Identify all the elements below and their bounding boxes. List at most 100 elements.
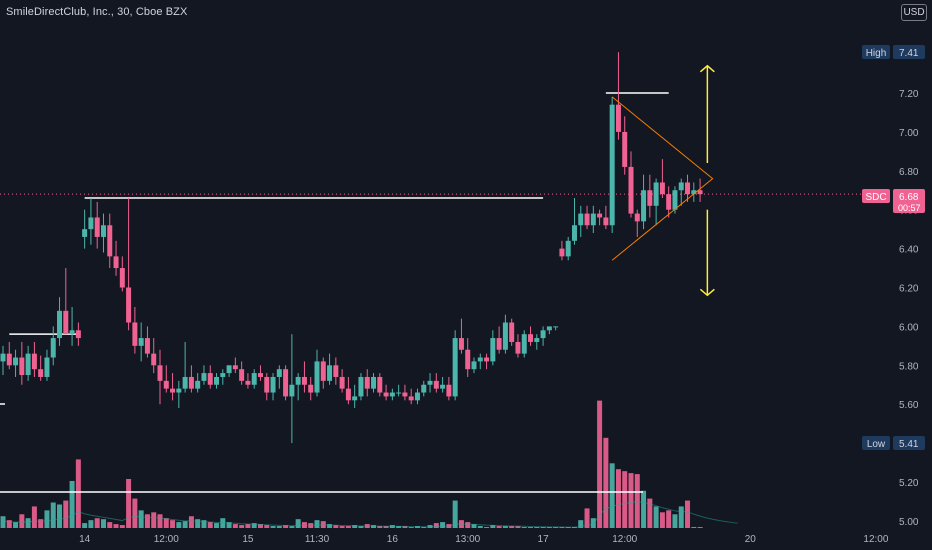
high-badge-label: High xyxy=(866,48,887,59)
volume-bar xyxy=(195,519,201,528)
candle-body xyxy=(75,330,81,339)
volume-bar xyxy=(214,523,220,528)
candle-body xyxy=(257,373,263,377)
volume-ma-line xyxy=(2,501,738,528)
volume-bar xyxy=(634,474,640,528)
candle-body xyxy=(490,338,496,362)
volume-bar xyxy=(440,522,446,528)
candle-body xyxy=(389,392,395,397)
candle-body xyxy=(458,338,464,350)
candle-body xyxy=(528,334,534,342)
volume-bar xyxy=(270,526,276,528)
candle-body xyxy=(465,349,471,370)
volume-bar xyxy=(546,527,552,528)
volume-bar xyxy=(88,520,94,528)
candle-body xyxy=(634,213,640,222)
candle-body xyxy=(371,376,377,389)
symbol-badge-label: SDC xyxy=(865,192,886,203)
candle-body xyxy=(590,213,596,226)
candle-body xyxy=(553,326,559,328)
volume-bar xyxy=(82,523,88,528)
candle-body xyxy=(628,166,634,214)
candle-body xyxy=(358,376,364,397)
candle-body xyxy=(38,369,44,377)
candle-body xyxy=(678,182,684,191)
high-badge-value-box xyxy=(893,45,925,59)
volume-bar xyxy=(295,519,301,528)
candle-body xyxy=(207,373,213,385)
y-tick-label: 7.20 xyxy=(899,89,919,100)
low-badge-value: 5.41 xyxy=(899,439,919,450)
volume-bar xyxy=(220,518,226,528)
bar-countdown: 00:57 xyxy=(898,203,921,213)
volume-bar xyxy=(421,527,427,528)
volume-bar xyxy=(672,514,678,528)
x-tick-label: 12:00 xyxy=(612,534,637,545)
volume-bar xyxy=(257,524,263,528)
volume-bar xyxy=(603,437,609,528)
candle-body xyxy=(44,357,50,377)
volume-bar xyxy=(678,506,684,528)
volume-bar xyxy=(578,520,584,528)
y-tick-label: 5.00 xyxy=(899,517,919,528)
volume-bar xyxy=(182,521,188,528)
volume-bar xyxy=(0,516,6,528)
candle-body xyxy=(659,182,665,195)
candle-body xyxy=(440,384,446,389)
candle-body xyxy=(19,357,25,376)
volume-bar xyxy=(327,524,333,528)
x-tick-label: 13:00 xyxy=(455,534,480,545)
volume-bar xyxy=(107,522,113,528)
volume-bar xyxy=(19,514,25,528)
volume-bars xyxy=(0,400,703,528)
volume-bar xyxy=(232,524,238,528)
volume-bar xyxy=(345,526,351,528)
candle-body xyxy=(515,341,521,354)
volume-bar xyxy=(528,527,534,528)
volume-bar xyxy=(276,526,282,528)
candle-body xyxy=(63,310,69,335)
candle-body xyxy=(609,104,615,226)
candle-body xyxy=(232,365,238,370)
candle-body xyxy=(13,357,19,366)
volume-bar xyxy=(509,526,515,528)
volume-bar xyxy=(534,527,540,528)
candle-body xyxy=(188,376,194,389)
candle-body xyxy=(163,380,169,389)
down-arrow-head xyxy=(699,288,715,297)
high-badge-label-box xyxy=(862,45,890,59)
volume-bar xyxy=(132,498,138,528)
volume-bar xyxy=(515,526,521,528)
candle-body xyxy=(421,384,427,393)
candle-body xyxy=(584,213,590,226)
y-tick-label: 5.60 xyxy=(899,400,919,411)
volume-bar xyxy=(358,526,364,528)
candle-body xyxy=(82,229,88,237)
triangle-pattern xyxy=(611,96,714,261)
candle-body xyxy=(50,338,56,358)
volume-bar xyxy=(653,506,659,528)
candle-body xyxy=(138,338,144,346)
volume-bar xyxy=(622,471,628,528)
candle-body xyxy=(31,353,37,370)
candles xyxy=(0,52,703,444)
volume-bar xyxy=(597,400,603,528)
candle-body xyxy=(182,376,188,389)
candle-body xyxy=(327,365,333,381)
volume-bar xyxy=(113,524,119,528)
x-tick-label: 12:00 xyxy=(863,534,888,545)
candle-body xyxy=(157,365,163,381)
candle-body xyxy=(471,361,477,370)
volume-bar xyxy=(339,526,345,528)
candle-body xyxy=(502,322,508,350)
volume-bar xyxy=(25,518,31,528)
currency-button[interactable]: USD xyxy=(901,4,927,21)
volume-bar xyxy=(477,526,483,528)
candle-body xyxy=(283,369,289,397)
volume-bar xyxy=(13,522,19,528)
candle-body xyxy=(383,392,389,397)
symbol-badge-box xyxy=(862,189,890,203)
volume-bar xyxy=(6,520,12,528)
